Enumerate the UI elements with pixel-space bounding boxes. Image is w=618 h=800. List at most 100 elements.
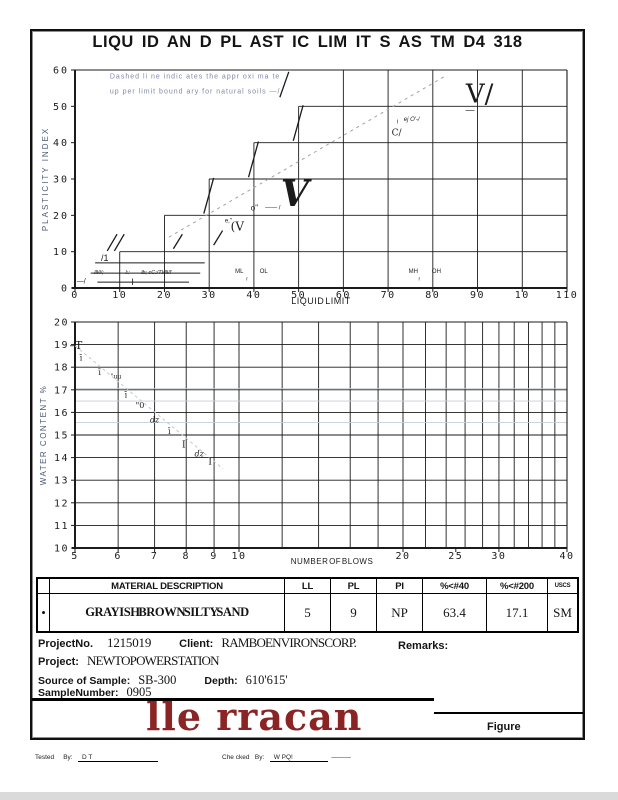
svg-text:dz: dz — [194, 449, 204, 458]
cell-ll: 5 — [284, 594, 330, 631]
svg-text:70: 70 — [381, 290, 396, 301]
cell-material-description: GRAYISH BROWN SILTY SAND — [49, 594, 284, 631]
svg-text:20: 20 — [53, 211, 69, 222]
svg-text:NUMBER OF BLOWS: NUMBER OF BLOWS — [291, 557, 374, 566]
svg-text:e,": e," — [225, 219, 232, 225]
svg-text:30: 30 — [202, 290, 217, 301]
svg-text:30: 30 — [53, 174, 69, 185]
svg-text:5: 5 — [71, 551, 79, 562]
svg-text:40: 40 — [246, 290, 261, 301]
checked-by-label: By: — [254, 754, 265, 761]
svg-text:MH: MH — [409, 269, 418, 275]
cell-pct200: 17.1 — [486, 594, 547, 631]
figure-label: Figure — [487, 721, 521, 733]
svg-text:"uu: "uu — [111, 374, 122, 381]
footer-project-name-row: Project: NEWTOPOWERSTATION — [38, 652, 219, 670]
svg-text:ML: ML — [235, 269, 244, 275]
svg-text:10: 10 — [112, 290, 127, 301]
checked-signature: W PQ! — [269, 754, 328, 762]
svg-text:50: 50 — [291, 290, 306, 301]
svg-text:OL: OL — [260, 269, 269, 275]
svg-text:C/: C/ — [392, 128, 403, 138]
svg-text:80: 80 — [425, 290, 440, 301]
figure-divider-line — [434, 712, 583, 714]
svg-text:0: 0 — [71, 290, 79, 301]
svg-text:50: 50 — [53, 102, 69, 113]
svg-text:I: I — [208, 457, 212, 467]
svg-text:6: 6 — [114, 551, 122, 562]
checked-label: Che cked — [222, 754, 250, 761]
svg-text:0: 0 — [61, 283, 69, 294]
source-value: SB-300 — [138, 673, 177, 687]
header-uscs: USCS — [547, 579, 577, 594]
results-table: MATERIAL DESCRIPTION LL PL PI %<#40 %<#2… — [36, 577, 579, 633]
svg-text:up per limit bound ary: up per limit bound ary for natural soils… — [110, 88, 281, 95]
svg-text:30: 30 — [491, 551, 506, 562]
depth-value: 610'615' — [245, 673, 288, 687]
svg-text:ī: ī — [124, 391, 128, 400]
header-pct40: %<#40 — [422, 579, 486, 594]
svg-text:o": o" — [251, 204, 258, 213]
footer-sample-row: SampleNumber: 0905 — [38, 683, 152, 701]
svg-text:V: V — [281, 173, 312, 215]
project-no-value: 1215019 — [107, 635, 152, 650]
svg-text:17: 17 — [54, 385, 69, 396]
tested-signature: D T — [78, 754, 159, 762]
svg-text:15: 15 — [54, 431, 69, 442]
cell-uscs: SM — [547, 594, 577, 631]
svg-text:110: 110 — [556, 290, 579, 301]
depth-label: Depth: — [204, 675, 238, 687]
svg-text:11: 11 — [54, 521, 69, 532]
svg-text:10: 10 — [54, 544, 69, 555]
footer-source-row: Source of Sample: SB-300 Depth: 610'615' — [38, 671, 288, 689]
svg-text:l::: l:: — [126, 270, 131, 276]
scan-edge-strip — [0, 792, 618, 800]
svg-text:–T: –T — [70, 339, 84, 352]
remarks-row: Remarks: — [398, 636, 448, 654]
svg-text:(V: (V — [231, 220, 245, 234]
svg-text:—— /: —— / — [265, 206, 281, 212]
svg-text:13: 13 — [54, 476, 69, 487]
svg-text:20: 20 — [157, 290, 172, 301]
svg-text:90: 90 — [470, 290, 485, 301]
report-border — [30, 29, 585, 740]
svg-text:ī: ī — [79, 353, 83, 362]
project-value: NEWTOPOWERSTATION — [86, 653, 220, 668]
header-bullet-col — [38, 579, 49, 594]
svg-text:10: 10 — [515, 290, 530, 301]
svg-text:I: I — [182, 440, 186, 450]
svg-text:60: 60 — [53, 66, 69, 77]
svg-text:ī: ī — [167, 427, 171, 436]
svg-text:ī: ī — [97, 368, 101, 377]
svg-text:V/: V/ — [465, 80, 494, 110]
tested-by-label: By: — [63, 754, 73, 761]
svg-text:7: 7 — [151, 551, 159, 562]
header-pi: PI — [376, 579, 422, 594]
svg-text:40: 40 — [559, 551, 574, 562]
cell-pct40: 63.4 — [422, 594, 486, 631]
svg-text:/1: /1 — [101, 253, 109, 263]
company-logo-text: lle rracan — [146, 694, 363, 739]
svg-text:—/: —/ — [77, 279, 86, 286]
checked-by-row: Che cked By: W PQ! ——— — [222, 754, 351, 762]
header-ll: LL — [284, 579, 330, 594]
client-value: RAMBOENVIRONSCORP. — [221, 635, 357, 650]
svg-text:lb; cC:/Tl/lll/l': lb; cC:/Tl/lll/l' — [141, 270, 173, 276]
svg-text:60: 60 — [336, 290, 351, 301]
svg-text:14: 14 — [54, 453, 69, 464]
header-pl: PL — [330, 579, 376, 594]
svg-text:"0: "0 — [136, 401, 145, 410]
row-bullet: • — [41, 604, 46, 620]
svg-text:19: 19 — [54, 340, 69, 351]
svg-text:i: i — [397, 119, 398, 125]
svg-text:OH: OH — [432, 269, 441, 275]
header-pct200: %<#200 — [486, 579, 547, 594]
svg-text:10: 10 — [53, 247, 69, 258]
source-label: Source of Sample: — [38, 675, 131, 687]
header-material-description: MATERIAL DESCRIPTION — [49, 579, 284, 594]
client-label: Client: — [179, 638, 214, 650]
svg-text:ej O'-/: ej O'-/ — [404, 117, 421, 123]
cell-pl: 9 — [330, 594, 376, 631]
